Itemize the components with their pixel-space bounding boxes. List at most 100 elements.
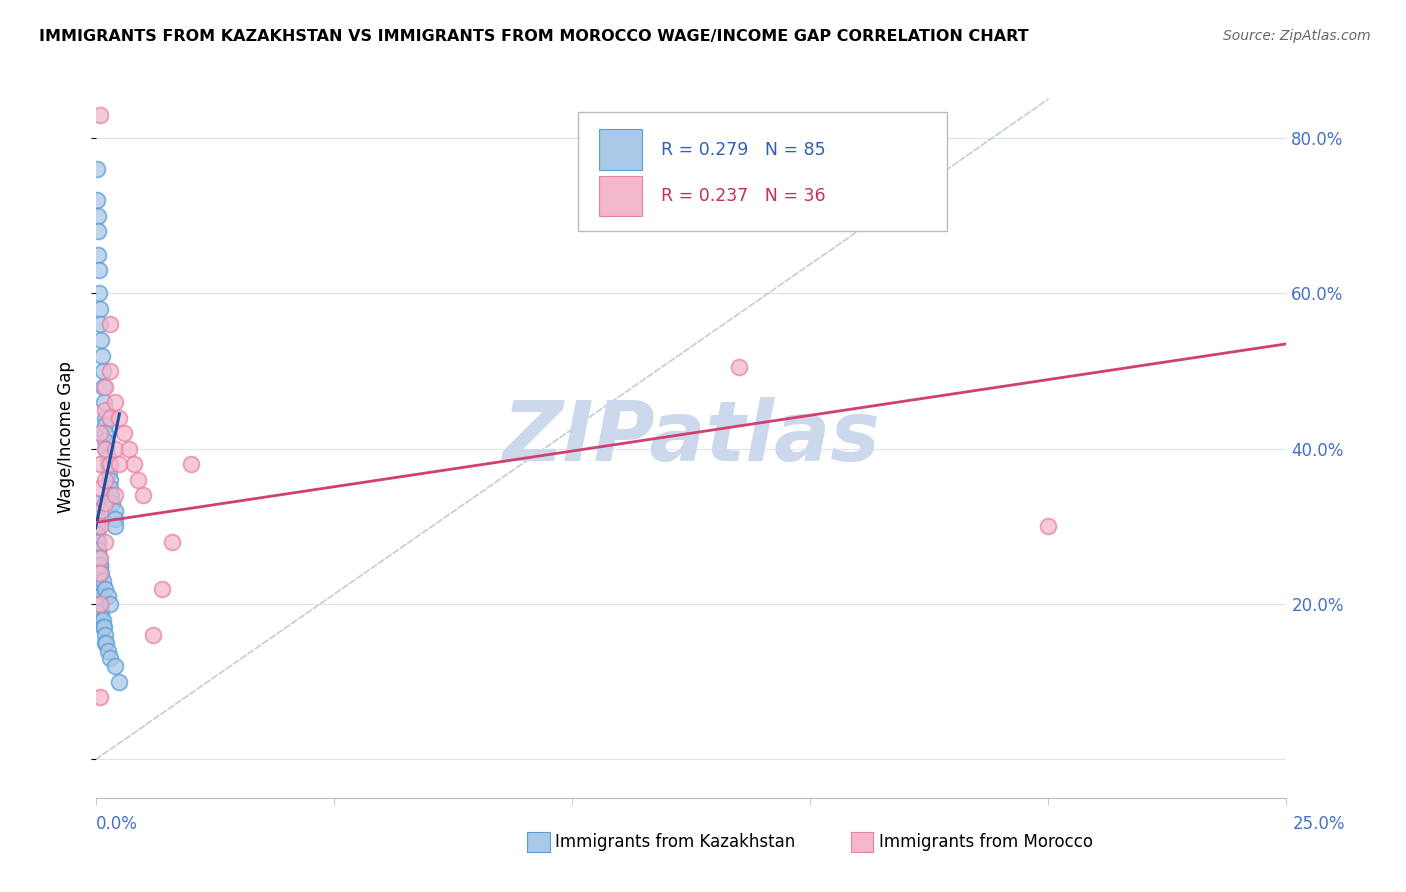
Point xyxy=(94,496,117,510)
Point xyxy=(142,628,165,642)
Point xyxy=(91,574,114,588)
Point xyxy=(90,566,112,580)
Point xyxy=(89,605,111,619)
Point xyxy=(94,434,117,448)
Point xyxy=(98,488,121,502)
Point xyxy=(118,442,141,456)
Point xyxy=(94,418,117,433)
Text: 25.0%: 25.0% xyxy=(1294,815,1346,833)
Point xyxy=(86,550,108,565)
FancyBboxPatch shape xyxy=(578,112,948,231)
Point xyxy=(94,442,117,456)
Point xyxy=(98,410,121,425)
FancyBboxPatch shape xyxy=(599,129,643,169)
Text: R = 0.279   N = 85: R = 0.279 N = 85 xyxy=(661,141,825,159)
Point xyxy=(90,605,112,619)
Point xyxy=(101,496,124,510)
Point xyxy=(112,426,135,441)
Point xyxy=(89,550,111,565)
Point xyxy=(94,636,117,650)
Point xyxy=(90,613,112,627)
Point xyxy=(87,550,110,565)
Text: 0.0%: 0.0% xyxy=(96,815,138,833)
Point xyxy=(98,318,121,332)
Point xyxy=(87,566,110,580)
Point xyxy=(89,690,111,705)
Point xyxy=(160,535,183,549)
Point xyxy=(86,193,108,207)
Point xyxy=(87,582,110,596)
Point xyxy=(96,644,118,658)
Point xyxy=(84,535,107,549)
Point xyxy=(94,628,117,642)
Point xyxy=(91,613,114,627)
Point xyxy=(89,108,111,122)
Point xyxy=(104,659,127,673)
Point xyxy=(727,360,749,375)
Point xyxy=(94,403,117,417)
Point xyxy=(98,597,121,611)
Point xyxy=(122,457,145,471)
Point xyxy=(94,535,117,549)
Point xyxy=(89,558,111,573)
Point xyxy=(86,535,108,549)
Point xyxy=(87,542,110,557)
Point xyxy=(86,527,108,541)
Point xyxy=(94,379,117,393)
Point xyxy=(84,519,107,533)
Text: IMMIGRANTS FROM KAZAKHSTAN VS IMMIGRANTS FROM MOROCCO WAGE/INCOME GAP CORRELATIO: IMMIGRANTS FROM KAZAKHSTAN VS IMMIGRANTS… xyxy=(39,29,1029,45)
Point xyxy=(86,542,108,557)
Point xyxy=(84,527,107,541)
Point xyxy=(98,364,121,378)
Point xyxy=(86,535,108,549)
Point xyxy=(104,519,127,533)
Point xyxy=(98,651,121,665)
Point xyxy=(86,511,108,525)
Point xyxy=(89,597,111,611)
Point xyxy=(87,224,110,238)
Point xyxy=(89,519,111,533)
Point xyxy=(84,511,107,525)
Point xyxy=(89,550,111,565)
Point xyxy=(86,162,108,177)
Point xyxy=(108,674,131,689)
Point xyxy=(96,450,118,464)
Point xyxy=(91,349,114,363)
Text: ZIPatlas: ZIPatlas xyxy=(502,397,880,477)
Point xyxy=(127,473,149,487)
Point xyxy=(84,504,107,518)
Point xyxy=(89,558,111,573)
Point xyxy=(108,410,131,425)
Point xyxy=(98,457,121,471)
Point xyxy=(89,318,111,332)
Point xyxy=(89,566,111,580)
Point xyxy=(86,535,108,549)
Point xyxy=(89,590,111,604)
Point xyxy=(108,457,131,471)
Point xyxy=(89,426,111,441)
Point xyxy=(89,286,111,301)
Point xyxy=(94,410,117,425)
Point xyxy=(89,301,111,316)
Point xyxy=(91,379,114,393)
Point xyxy=(86,558,108,573)
Point xyxy=(87,566,110,580)
Point xyxy=(94,442,117,456)
Point xyxy=(86,558,108,573)
Point xyxy=(87,263,110,277)
Text: R = 0.237   N = 36: R = 0.237 N = 36 xyxy=(661,186,825,205)
Point xyxy=(93,395,115,409)
Point xyxy=(132,488,155,502)
Point xyxy=(89,457,111,471)
Point xyxy=(87,542,110,557)
Point xyxy=(96,590,118,604)
FancyBboxPatch shape xyxy=(599,176,643,216)
Point xyxy=(94,473,117,487)
Point xyxy=(89,590,111,604)
Y-axis label: Wage/Income Gap: Wage/Income Gap xyxy=(56,361,75,513)
Point xyxy=(90,333,112,347)
Point xyxy=(1038,519,1060,533)
Point xyxy=(87,247,110,261)
Point xyxy=(96,457,118,471)
Point xyxy=(97,465,120,479)
